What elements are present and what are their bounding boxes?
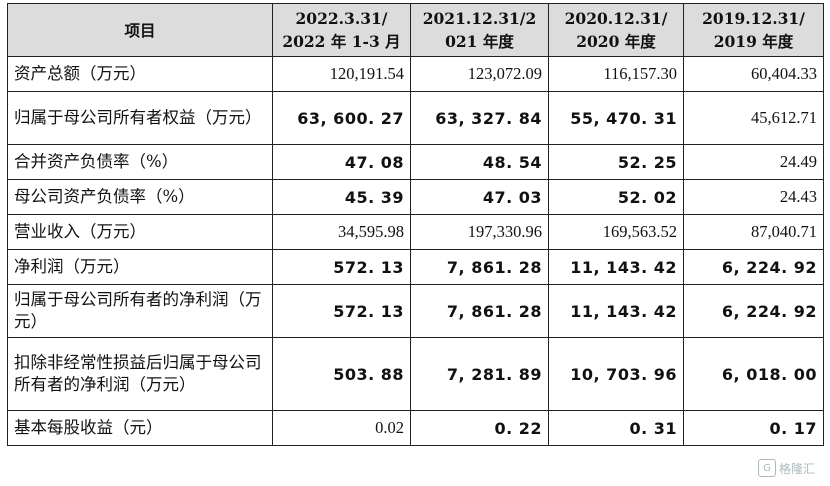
row-value: 572. 13 xyxy=(272,284,411,338)
row-value: 0. 31 xyxy=(548,410,684,446)
table-row: 营业收入（万元） 34,595.98 197,330.96 169,563.52 87,… xyxy=(7,214,824,250)
table-row: 母公司资产负债率（%） 45. 39 47. 03 52. 02 24.43 xyxy=(7,179,824,215)
row-value: 34,595.98 xyxy=(272,214,411,250)
row-label: 归属于母公司所有者权益（万元） xyxy=(7,91,273,145)
row-value: 116,157.30 xyxy=(548,56,684,92)
table-row: 归属于母公司所有者的净利润（万元） 572. 13 7, 861. 28 11, 14… xyxy=(7,284,824,338)
row-label: 基本每股收益（元） xyxy=(7,410,273,446)
row-value: 7, 281. 89 xyxy=(410,337,549,411)
row-value: 55, 470. 31 xyxy=(548,91,684,145)
row-value: 52. 25 xyxy=(548,144,684,180)
row-value: 572. 13 xyxy=(272,249,411,285)
row-value: 10, 703. 96 xyxy=(548,337,684,411)
row-label: 营业收入（万元） xyxy=(7,214,273,250)
table-row: 资产总额（万元） 120,191.54 123,072.09 116,157.30 60… xyxy=(7,56,824,92)
row-value: 7, 861. 28 xyxy=(410,284,549,338)
financial-table-container: 项目 2022.3.31/ 2022 年 1-3 月 2021.12.31/2 02… xyxy=(7,3,824,446)
table-body: 资产总额（万元） 120,191.54 123,072.09 116,157.30 60… xyxy=(7,56,824,446)
row-value: 45. 39 xyxy=(272,179,411,215)
row-value: 60,404.33 xyxy=(683,56,824,92)
header-period-3: 2020.12.31/ 2020 年度 xyxy=(548,3,684,57)
row-label: 合并资产负债率（%） xyxy=(7,144,273,180)
row-label: 扣除非经常性损益后归属于母公司所有者的净利润（万元） xyxy=(7,337,273,411)
header-item: 项目 xyxy=(7,3,273,57)
row-value: 120,191.54 xyxy=(272,56,411,92)
row-value: 24.43 xyxy=(683,179,824,215)
row-value: 169,563.52 xyxy=(548,214,684,250)
row-value: 63, 600. 27 xyxy=(272,91,411,145)
watermark-text: 格隆汇 xyxy=(779,461,816,476)
financial-summary-table: 项目 2022.3.31/ 2022 年 1-3 月 2021.12.31/2 02… xyxy=(7,3,824,446)
gelonghui-logo-icon: G xyxy=(758,459,776,477)
row-value: 11, 143. 42 xyxy=(548,284,684,338)
row-value: 0.02 xyxy=(272,410,411,446)
row-value: 63, 327. 84 xyxy=(410,91,549,145)
row-value: 11, 143. 42 xyxy=(548,249,684,285)
row-value: 123,072.09 xyxy=(410,56,549,92)
row-value: 47. 08 xyxy=(272,144,411,180)
header-period-1: 2022.3.31/ 2022 年 1-3 月 xyxy=(272,3,411,57)
row-value: 0. 22 xyxy=(410,410,549,446)
row-value: 7, 861. 28 xyxy=(410,249,549,285)
row-label: 资产总额（万元） xyxy=(7,56,273,92)
table-header-row: 项目 2022.3.31/ 2022 年 1-3 月 2021.12.31/2 02… xyxy=(7,3,824,57)
row-value: 6, 224. 92 xyxy=(683,284,824,338)
table-row: 归属于母公司所有者权益（万元） 63, 600. 27 63, 327. 84 55,… xyxy=(7,91,824,145)
row-label: 母公司资产负债率（%） xyxy=(7,179,273,215)
row-value: 45,612.71 xyxy=(683,91,824,145)
row-value: 48. 54 xyxy=(410,144,549,180)
watermark: G 格隆汇 xyxy=(758,458,824,478)
row-value: 6, 018. 00 xyxy=(683,337,824,411)
row-value: 87,040.71 xyxy=(683,214,824,250)
row-value: 24.49 xyxy=(683,144,824,180)
row-label: 净利润（万元） xyxy=(7,249,273,285)
header-period-4: 2019.12.31/ 2019 年度 xyxy=(683,3,824,57)
table-row: 扣除非经常性损益后归属于母公司所有者的净利润（万元） 503. 88 7, 281.… xyxy=(7,337,824,411)
row-value: 47. 03 xyxy=(410,179,549,215)
row-value: 6, 224. 92 xyxy=(683,249,824,285)
table-row: 合并资产负债率（%） 47. 08 48. 54 52. 25 24.49 xyxy=(7,144,824,180)
row-value: 0. 17 xyxy=(683,410,824,446)
row-value: 52. 02 xyxy=(548,179,684,215)
table-row: 净利润（万元） 572. 13 7, 861. 28 11, 143. 42 6, 22… xyxy=(7,249,824,285)
row-value: 197,330.96 xyxy=(410,214,549,250)
header-period-2: 2021.12.31/2 021 年度 xyxy=(410,3,549,57)
table-row: 基本每股收益（元） 0.02 0. 22 0. 31 0. 17 xyxy=(7,410,824,446)
row-label: 归属于母公司所有者的净利润（万元） xyxy=(7,284,273,338)
row-value: 503. 88 xyxy=(272,337,411,411)
